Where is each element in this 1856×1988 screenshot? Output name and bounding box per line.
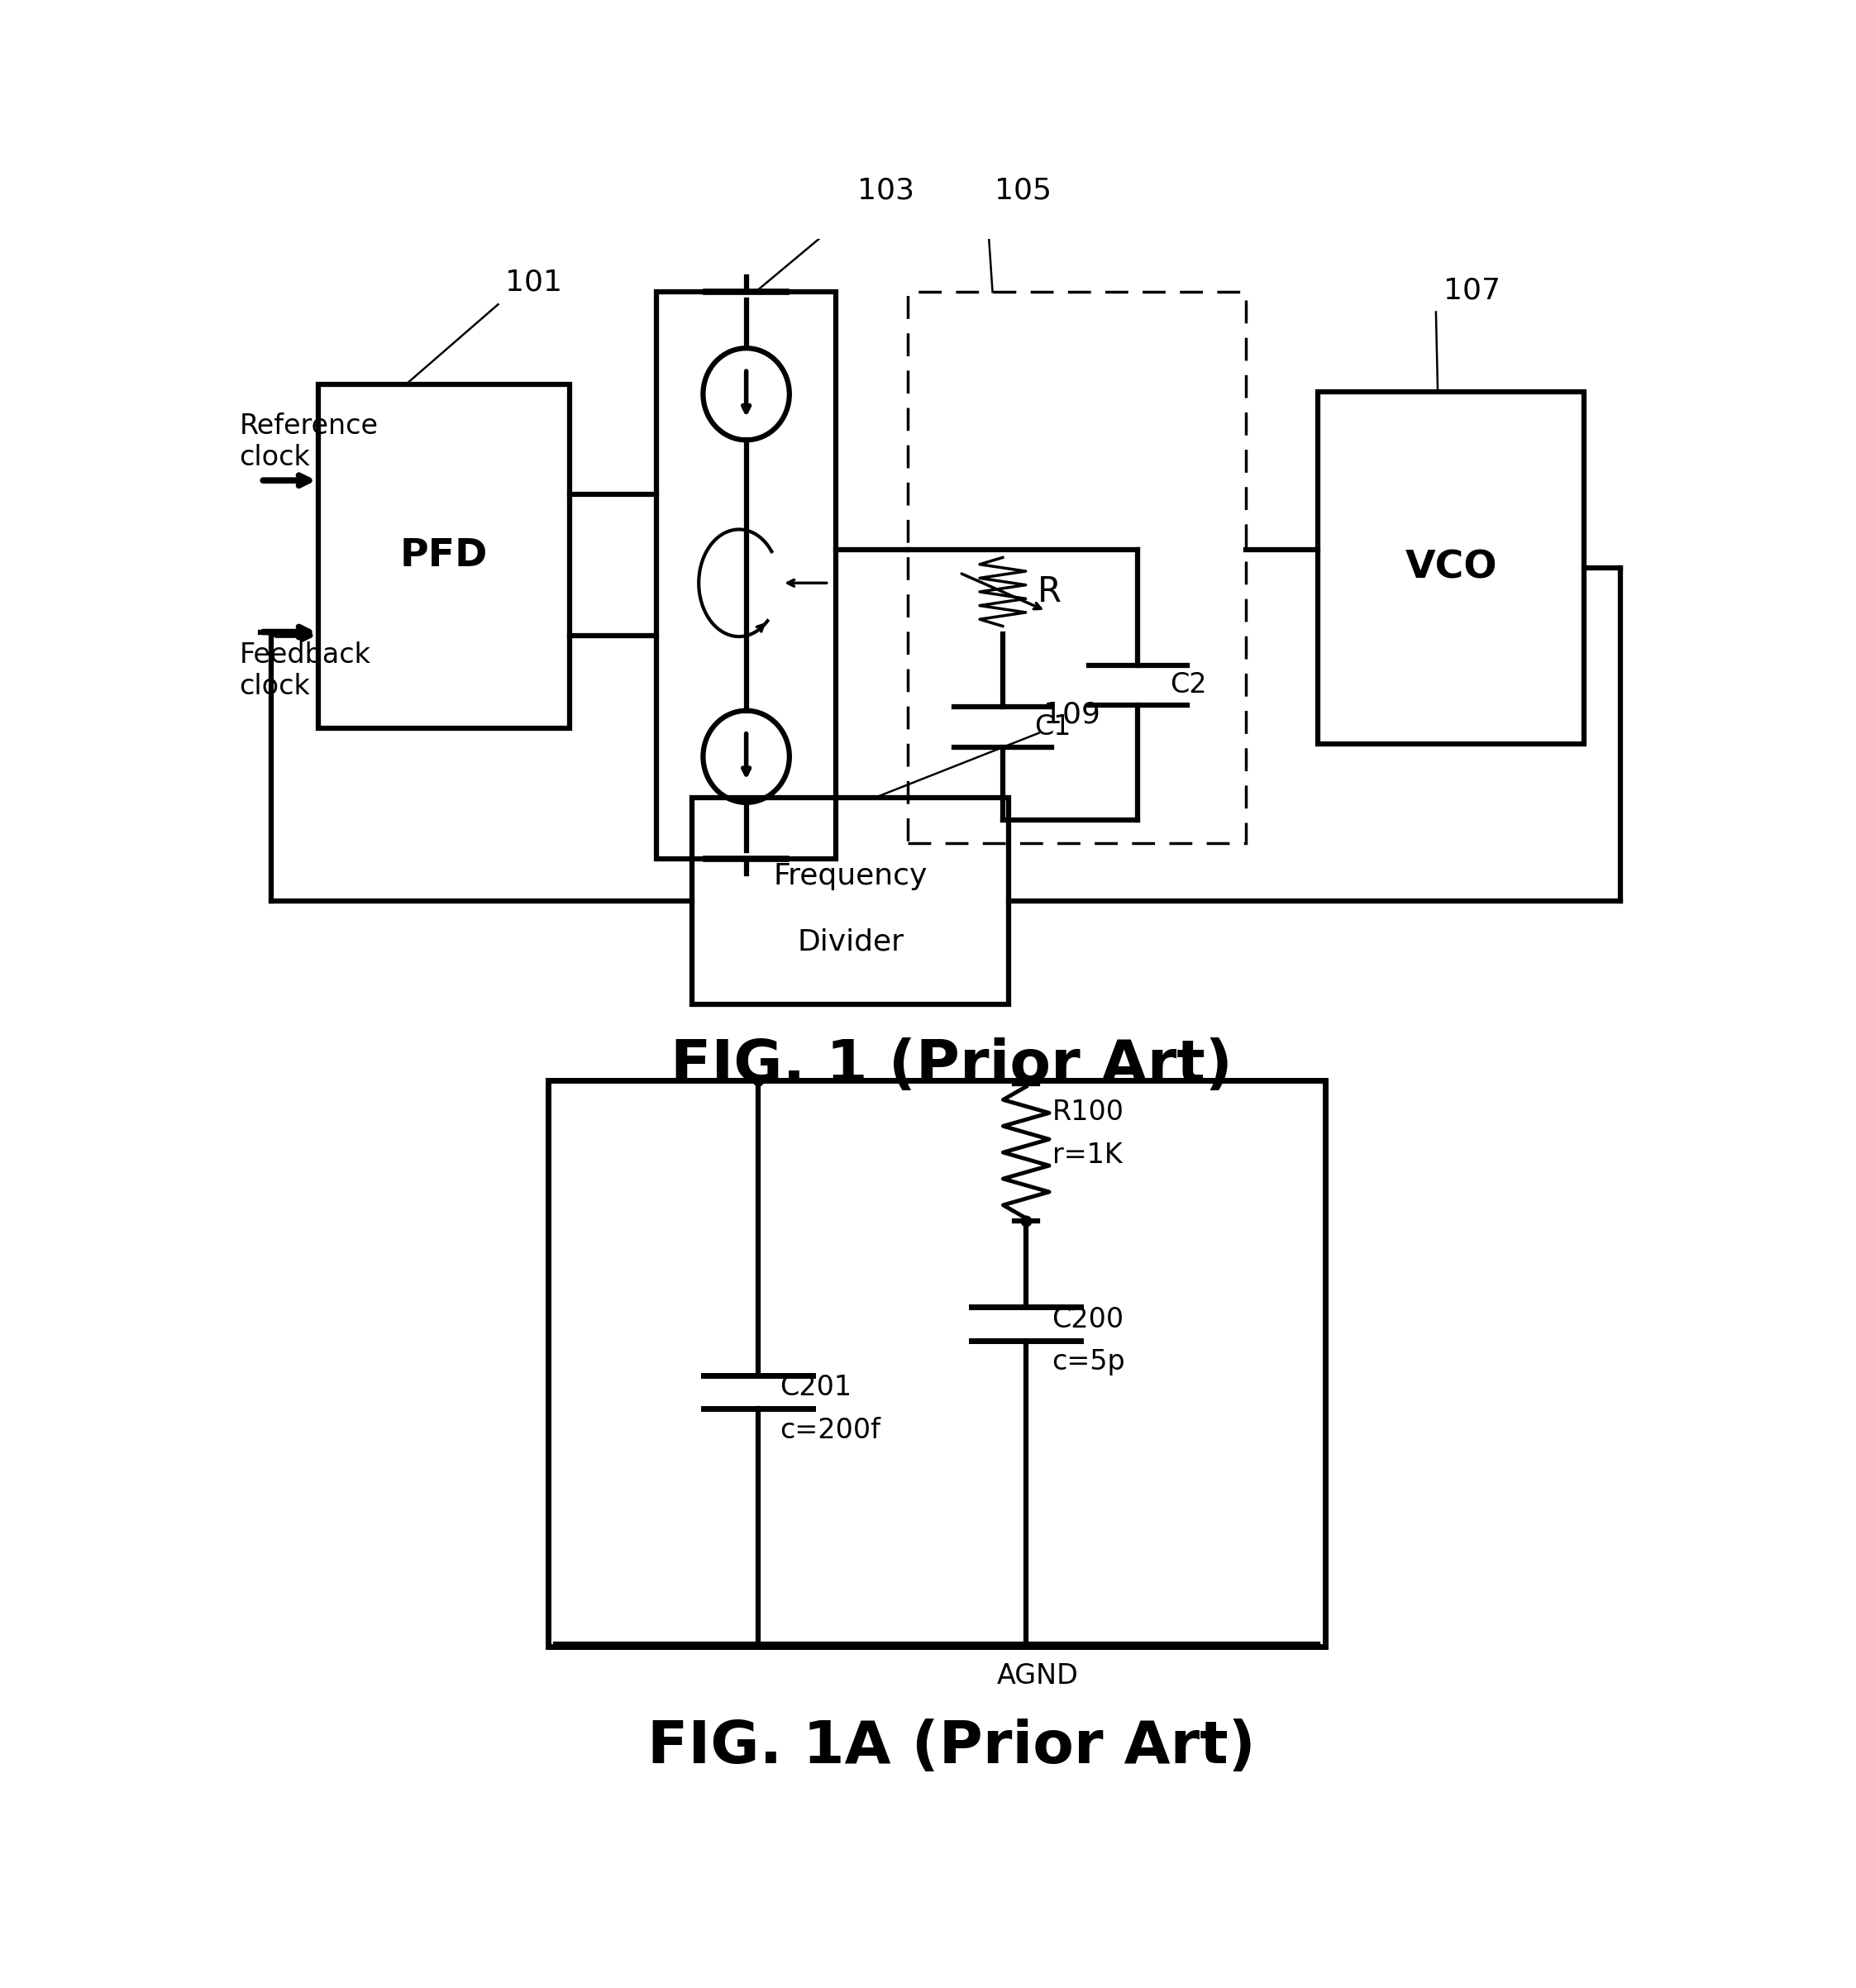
Text: VCO: VCO [1405, 549, 1498, 586]
Text: Reference
clock: Reference clock [239, 412, 379, 471]
Bar [657, 292, 835, 859]
Text: 107: 107 [1444, 276, 1500, 304]
Text: Frequency: Frequency [774, 861, 928, 891]
Text: c=5p: c=5p [1052, 1348, 1125, 1376]
Bar [319, 384, 570, 728]
Text: 105: 105 [995, 177, 1050, 205]
Text: C1: C1 [1034, 714, 1071, 742]
Text: FIG. 1 (Prior Art): FIG. 1 (Prior Art) [670, 1038, 1232, 1095]
Text: 109: 109 [1043, 700, 1101, 728]
Text: C200: C200 [1052, 1306, 1125, 1332]
Bar [1318, 392, 1583, 744]
Text: C2: C2 [1169, 672, 1206, 698]
Text: Divider: Divider [798, 928, 904, 956]
Bar [549, 1079, 1325, 1646]
Text: C201: C201 [780, 1374, 852, 1402]
Text: c=200f: c=200f [780, 1417, 880, 1443]
Text: PFD: PFD [401, 537, 488, 575]
Bar [692, 797, 1010, 1004]
Bar [908, 292, 1245, 843]
Text: R: R [1038, 575, 1062, 608]
Text: r=1K: r=1K [1052, 1141, 1123, 1169]
Text: FIG. 1A (Prior Art): FIG. 1A (Prior Art) [648, 1720, 1255, 1775]
Text: Feedback
clock: Feedback clock [239, 642, 371, 700]
Text: 103: 103 [857, 177, 915, 205]
Text: R100: R100 [1052, 1099, 1125, 1125]
Text: 101: 101 [505, 268, 562, 296]
Text: AGND: AGND [997, 1662, 1078, 1690]
